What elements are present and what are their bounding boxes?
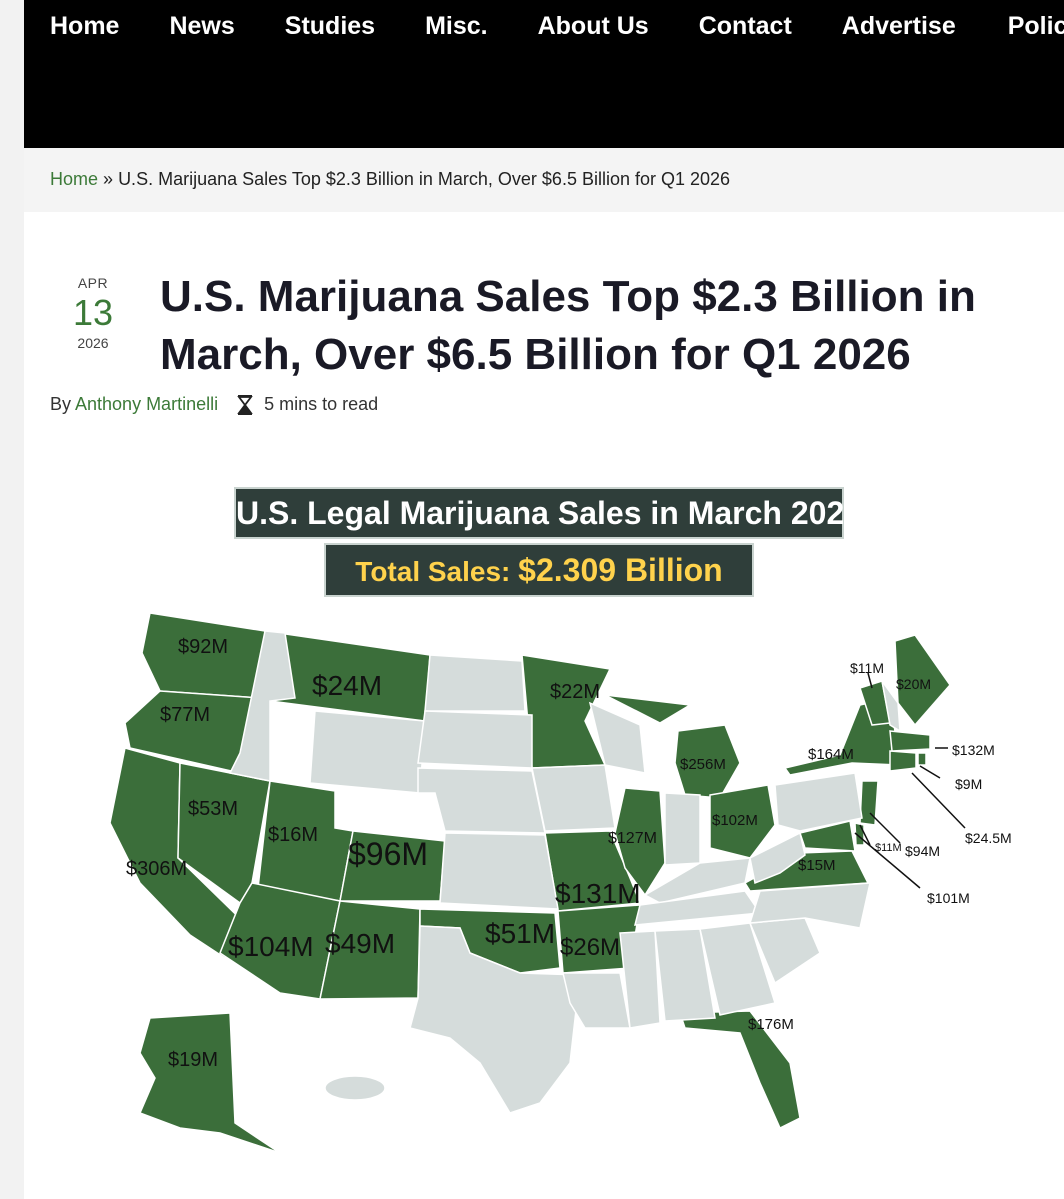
state-maryland	[799, 820, 856, 852]
post-date-day: 13	[72, 292, 114, 333]
hourglass-icon	[237, 394, 253, 415]
label-arizona: $104M	[228, 931, 314, 962]
state-west-virginia	[749, 831, 806, 885]
state-rhode-island	[917, 752, 927, 766]
state-pennsylvania	[774, 772, 863, 832]
state-florida	[678, 1010, 801, 1130]
state-iowa	[531, 764, 616, 832]
label-new-jersey: $94M	[905, 843, 940, 859]
infographic-title: U.S. Legal Marijuana Sales in March 2026	[234, 487, 862, 539]
label-vermont: $11M	[850, 660, 884, 676]
state-maine	[894, 634, 951, 727]
state-ohio	[709, 784, 776, 859]
label-minnesota: $22M	[550, 681, 600, 703]
label-oklahoma: $51M	[485, 918, 555, 949]
state-massachusetts	[889, 730, 931, 752]
label-arkansas: $26M	[560, 934, 620, 961]
state-oregon	[124, 690, 261, 774]
breadcrumb-current: U.S. Marijuana Sales Top $2.3 Billion in…	[118, 169, 731, 189]
label-washington: $92M	[178, 636, 228, 658]
state-alabama	[654, 928, 716, 1022]
label-new-mexico: $49M	[325, 928, 395, 959]
label-alaska: $19M	[168, 1049, 218, 1071]
state-georgia	[699, 922, 776, 1016]
site-header: Home News Studies Misc. About Us Contact…	[24, 0, 1064, 148]
post-meta: By Anthony Martinelli 5 mins to read	[50, 394, 378, 415]
state-kentucky	[643, 857, 751, 904]
infographic-total: Total Sales: $2.309 Billion	[324, 543, 754, 597]
read-time: 5 mins to read	[264, 394, 379, 414]
page-gutter	[0, 0, 24, 1199]
post-date-month: APR	[77, 275, 109, 291]
post-date-year: 2026	[77, 335, 109, 351]
us-sales-map: $92M $77M $306M $53M $16M $22M $127M $25…	[109, 612, 1012, 1154]
state-connecticut	[889, 750, 917, 772]
state-hawaii	[324, 1075, 386, 1101]
label-missouri: $131M	[555, 878, 641, 909]
state-north-dakota	[424, 654, 526, 712]
state-kansas	[439, 832, 559, 910]
label-california: $306M	[126, 858, 187, 880]
state-idaho	[228, 630, 296, 782]
label-connecticut: $24.5M	[965, 830, 1012, 846]
nav-advertise[interactable]: Advertise	[841, 12, 956, 40]
label-florida: $176M	[748, 1016, 794, 1033]
nav-policy[interactable]: Policy	[1007, 12, 1064, 40]
label-rhode-island: $9M	[955, 776, 982, 792]
label-delaware: $11M	[875, 842, 902, 854]
label-new-york: $164M	[808, 746, 854, 763]
state-nebraska	[417, 767, 546, 834]
label-montana: $24M	[312, 670, 382, 701]
nav-contact[interactable]: Contact	[698, 12, 792, 40]
label-michigan: $256M	[680, 756, 726, 773]
main-nav: Home News Studies Misc. About Us Contact…	[24, 0, 1064, 66]
post-title: U.S. Marijuana Sales Top $2.3 Billion in…	[160, 272, 976, 379]
label-utah: $16M	[268, 824, 318, 846]
breadcrumb-home-link[interactable]: Home	[50, 169, 99, 189]
sales-infographic: $92M $77M $306M $53M $16M $22M $127M $25…	[100, 463, 1040, 1163]
breadcrumb-separator: »	[103, 169, 114, 189]
nav-studies[interactable]: Studies	[284, 12, 376, 40]
nav-home[interactable]: Home	[50, 12, 120, 40]
state-alaska	[139, 1012, 281, 1154]
state-wyoming	[309, 710, 426, 794]
post-date: APR 13 2026	[62, 275, 124, 351]
nav-about-us[interactable]: About Us	[537, 12, 649, 40]
total-value: $2.309 Billion	[518, 552, 723, 588]
state-new-hampshire	[881, 680, 901, 733]
state-indiana	[664, 792, 701, 866]
state-texas	[409, 925, 581, 1114]
breadcrumb-bar: Home » U.S. Marijuana Sales Top $2.3 Bil…	[24, 148, 1064, 212]
label-maryland: $101M	[927, 890, 970, 906]
label-virginia: $15M	[798, 857, 836, 874]
byline-label: By	[50, 394, 72, 414]
state-mississippi	[619, 930, 661, 1029]
author-link[interactable]: Anthony Martinelli	[75, 394, 219, 414]
label-massachusetts: $132M	[952, 742, 995, 758]
state-north-carolina	[748, 882, 871, 929]
label-oregon: $77M	[160, 704, 210, 726]
breadcrumb: Home » U.S. Marijuana Sales Top $2.3 Bil…	[50, 169, 730, 190]
total-label: Total Sales:	[355, 556, 511, 587]
label-colorado: $96M	[348, 836, 428, 872]
label-nevada: $53M	[188, 798, 238, 820]
label-maine: $20M	[896, 676, 931, 692]
label-ohio: $102M	[712, 812, 758, 829]
state-wisconsin	[588, 701, 646, 774]
state-louisiana	[562, 972, 631, 1029]
nav-misc[interactable]: Misc.	[425, 12, 488, 40]
label-illinois: $127M	[608, 830, 657, 847]
state-michigan-up	[604, 694, 693, 724]
nav-news[interactable]: News	[169, 12, 235, 40]
state-south-dakota	[417, 710, 533, 769]
